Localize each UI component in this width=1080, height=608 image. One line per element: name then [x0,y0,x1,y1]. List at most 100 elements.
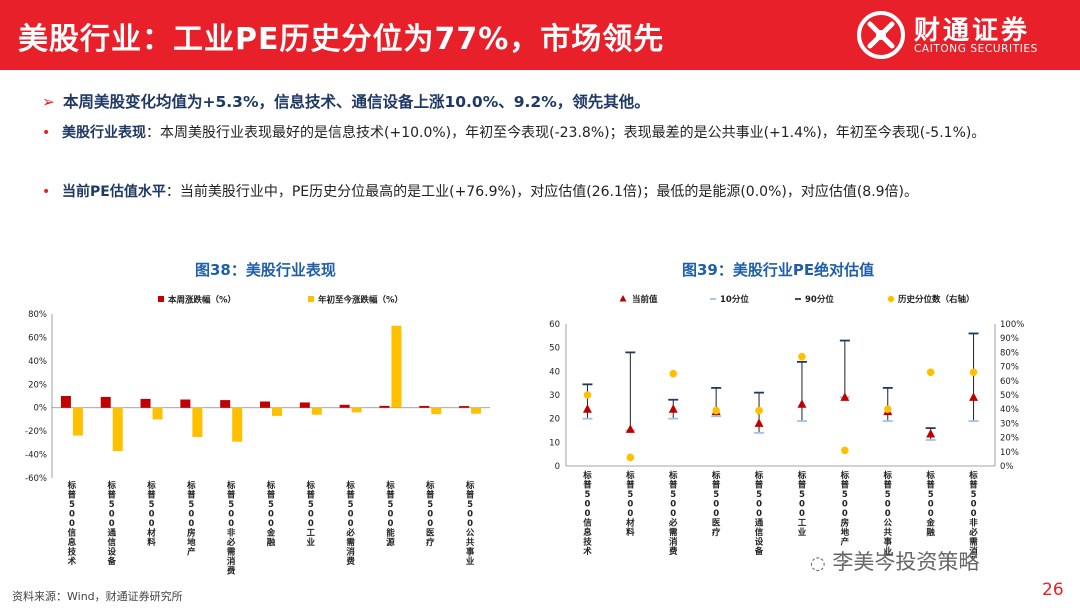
bar-ytd [391,325,402,408]
bar-weekly [140,398,151,408]
x-tick-label: 标普 5 0 0 公共事业 [465,480,475,567]
chart1-title: 图38：美股行业表现 [195,261,336,279]
bar-ytd [272,407,282,416]
marker-current [754,418,764,427]
logo-name-en: CAITONG SECURITIES [914,43,1038,55]
bar-ytd [431,407,442,415]
x-tick-label: 标普 5 0 0 通信设备 [106,480,116,567]
legend-label: 10分位 [720,294,749,305]
legend-label: 90分位 [805,294,834,305]
watermark: ◌ 李美岑投资策略 [810,546,979,576]
x-tick-label: 标普 5 0 0 医疗 [711,470,721,538]
company-logo: 财通证券 CAITONG SECURITIES [856,8,1074,62]
x-tick-label: 标普 5 0 0 材料 [146,480,156,548]
marker-current [840,392,850,401]
bar-weekly [60,396,71,408]
y-tick-label: 60% [28,333,47,343]
y2-tick-label: 20% [1000,434,1019,444]
bar-ytd [192,407,203,437]
x-tick-label: 标普 5 0 0 医疗 [425,480,435,548]
headline: ➢ 本周美股变化均值为+5.3%，信息技术、通信设备上涨10.0%、9.2%，领先… [42,90,650,112]
header-bar: 美股行业：工业PE历史分位为77%，市场领先 财通证券 CAITONG SECU… [0,0,1080,70]
x-tick-label: 标普 5 0 0 能源 [385,480,395,548]
y2-tick-label: 90% [1000,334,1019,344]
bullet-label: 当前PE估值水平 [62,184,166,200]
bullet-dot-icon: • [42,125,51,141]
y-tick-label: 40% [28,357,47,367]
x-tick-label: 标普 5 0 0 金融 [925,470,935,538]
bar-ytd [232,407,243,442]
legend-label: 本周涨跌幅（%） [168,295,236,306]
x-tick-label: 标普 5 0 0 工业 [306,480,316,548]
y-tick-label: 40 [549,367,560,377]
y2-tick-label: 70% [1000,363,1019,373]
legend-swatch [887,295,895,303]
y-tick-label: -40% [25,451,47,461]
logo-name: 财通证券 [914,16,1031,46]
marker-percentile [669,369,678,378]
legend-swatch [158,296,164,302]
y2-tick-label: 30% [1000,419,1019,429]
marker-current [582,404,592,413]
bullet-dot-icon: • [42,184,51,200]
y-tick-label: -60% [25,474,47,484]
bar-weekly [459,406,470,408]
watermark-text: 李美岑投资策略 [832,550,980,574]
marker-percentile [755,406,763,415]
y-tick-label: 20% [28,380,47,390]
x-tick-label: 标普 5 0 0 工业 [797,470,807,538]
marker-percentile [969,368,978,377]
bar-weekly [100,396,111,408]
marker-percentile [712,406,720,415]
y-tick-label: 80% [28,310,47,320]
bar-ytd [311,407,322,415]
x-tick-label: 标普 5 0 0 材料 [625,470,635,538]
y2-tick-label: 60% [1000,377,1019,387]
chart2-title: 图39：美股行业PE绝对估值 [682,261,875,279]
x-tick-label: 标普 5 0 0 必需消费 [668,470,678,557]
wechat-icon: ◌ [810,553,826,574]
legend-swatch [308,296,314,302]
x-tick-label: 标普 5 0 0 金融 [266,480,276,548]
legend-label: 历史分位数（右轴） [898,294,975,305]
y-tick-label: 50 [549,344,560,354]
arrow-right-icon: ➢ [42,93,55,111]
y2-tick-label: 100% [1000,320,1024,330]
x-tick-label: 标普 5 0 0 房地产 [840,470,850,548]
marker-percentile [841,446,849,455]
bar-ytd [471,407,482,414]
marker-percentile [798,352,806,361]
chart1-performance: -60% -40% -20% 0% 20% 40% 60% 80% 标普 5 0 0 信息技术 标普 5 0 0… [25,295,490,577]
marker-percentile [926,368,935,377]
bar-weekly [180,399,191,408]
y-tick-label: -20% [25,427,47,437]
marker-percentile [626,453,635,462]
y2-tick-label: 80% [1000,348,1019,358]
bar-weekly [419,405,430,408]
bar-weekly [299,402,310,408]
page-number: 26 [1042,580,1064,600]
y-tick-label: 0% [34,404,48,414]
x-tick-label: 标普 5 0 0 必需消费 [345,480,355,567]
marker-percentile [583,391,592,399]
bar-weekly [220,400,231,408]
bar-ytd [112,407,123,452]
marker-current [625,424,635,433]
legend-swatch [619,295,627,302]
bullet-performance: • 美股行业表现：本周美股行业表现最好的是信息技术(+10.0%)，年初至今表现… [42,122,1042,145]
marker-current [668,404,678,413]
y2-tick-label: 10% [1000,448,1019,458]
marker-percentile [883,405,892,413]
source-note: 资料来源：Wind，财通证券研究所 [12,590,183,603]
bullet-label: 美股行业表现 [62,125,146,141]
x-tick-label: 标普 5 0 0 信息技术 [67,480,77,567]
bullet-text: ：本周美股行业表现最好的是信息技术(+10.0%)，年初至今表现(-23.8%)… [146,125,986,141]
bar-weekly [339,404,350,408]
y-tick-label: 30 [549,391,560,401]
x-tick-label: 标普 5 0 0 信息技术 [582,470,592,557]
chart2-pe-valuation: 0 10 20 30 40 50 60 0% 10% 20% 30% 40% 50% 60% 70% 80% 9… [549,294,1024,558]
bullet-text: ：当前美股行业中，PE历史分位最高的是工业(+76.9%)，对应估值(26.1倍… [165,184,919,200]
y-tick-label: 20 [549,415,560,425]
